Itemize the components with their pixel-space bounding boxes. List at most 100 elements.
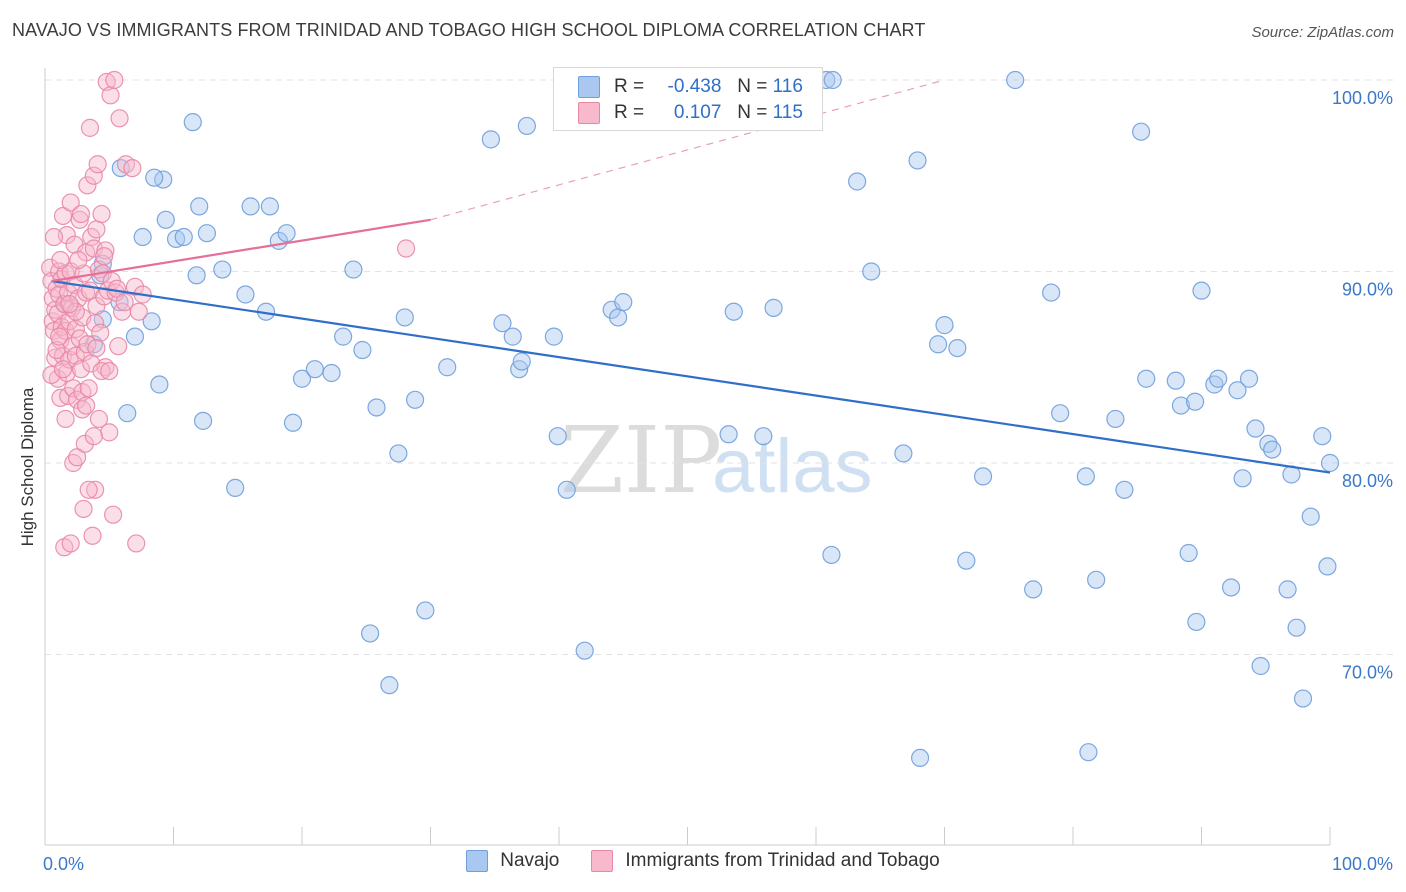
trinidad-point — [88, 155, 107, 174]
trinidad-point — [70, 210, 89, 229]
trinidad-point — [96, 241, 115, 260]
grid-lines — [45, 79, 1395, 655]
trinidad-point — [64, 379, 83, 398]
trinidad-point — [100, 361, 119, 381]
navajo-point — [241, 197, 260, 216]
trinidad-point — [53, 360, 73, 379]
trinidad-point — [105, 70, 124, 90]
trinidad-point — [50, 327, 69, 346]
navajo-point — [862, 262, 881, 281]
trinidad-point — [47, 340, 66, 360]
trinidad-point — [127, 534, 146, 553]
navajo-point — [438, 358, 457, 377]
trinidad-point — [109, 337, 128, 356]
legend-r-label: R = — [614, 76, 645, 97]
navajo-point — [481, 130, 500, 149]
navajo-point — [1287, 618, 1306, 637]
trinidad-point — [44, 227, 64, 247]
navajo-point — [1006, 70, 1025, 90]
navajo-point — [145, 168, 164, 187]
navajo-point — [1278, 580, 1297, 599]
trinidad-point — [123, 158, 142, 178]
trinidad-trend-line — [51, 218, 431, 283]
navajo-point — [935, 316, 954, 335]
navajo-point — [1137, 369, 1156, 388]
trinidad-point — [129, 302, 148, 321]
navajo-point — [213, 260, 232, 279]
navajo-point — [133, 227, 152, 247]
trinidad-point — [69, 250, 88, 270]
trinidad-point — [78, 335, 97, 354]
navajo-point — [292, 369, 312, 388]
trinidad-point — [79, 379, 98, 398]
navajo-point — [1042, 283, 1061, 302]
trinidad-point — [66, 346, 85, 365]
navajo-point — [1079, 743, 1098, 762]
navajo-point — [125, 327, 145, 346]
navajo-point — [1115, 480, 1134, 499]
legend-row-navajo: R = -0.438 N = 116 — [578, 75, 803, 99]
navajo-point — [1239, 369, 1259, 388]
navajo-point — [957, 551, 976, 570]
navajo-point — [1132, 122, 1151, 141]
legend-n-label: N = — [737, 102, 768, 123]
navajo-point — [305, 360, 324, 379]
trinidad-point — [71, 360, 91, 379]
navajo-point — [1293, 689, 1313, 708]
navajo-point — [1209, 369, 1228, 388]
navajo-point — [1301, 507, 1320, 526]
trinidad-point — [89, 409, 109, 429]
navajo-point — [724, 302, 743, 321]
navajo-point — [557, 480, 576, 499]
trinidad-point — [61, 534, 80, 553]
navajo-point — [614, 293, 633, 312]
navajo-point — [197, 224, 217, 243]
navajo-point — [1221, 578, 1241, 597]
trinidad-point — [56, 409, 75, 429]
navajo-point — [575, 641, 594, 660]
legend-swatch-navajo — [466, 850, 489, 872]
navajo-point — [764, 298, 783, 317]
navajo-point — [334, 327, 353, 346]
navajo-point — [190, 197, 209, 216]
trinidad-point — [87, 220, 106, 239]
y-tick-label: 80.0% — [1342, 471, 1393, 491]
legend-n-label: N = — [737, 76, 768, 97]
navajo-point — [512, 352, 531, 371]
legend-r-value: 0.107 — [673, 102, 722, 123]
navajo-point — [823, 70, 842, 90]
trinidad-point — [78, 176, 97, 195]
trinidad-point — [83, 526, 102, 545]
trinidad-point — [42, 365, 61, 385]
trend-lines — [51, 79, 1331, 474]
watermark-atlas: atlas — [712, 424, 873, 509]
navajo-point — [848, 172, 867, 191]
navajo-point — [395, 308, 414, 327]
trinidad-point — [115, 293, 134, 312]
navajo-point — [1179, 543, 1198, 563]
navajo-point — [1087, 570, 1106, 589]
y-tick-label: 90.0% — [1342, 280, 1393, 300]
trinidad-point — [87, 296, 106, 316]
tick-labels: 100.0% 90.0% 80.0% 70.0% 0.0% 100.0% — [43, 88, 1393, 874]
navajo-point — [1320, 453, 1340, 473]
legend-n-value: 116 — [772, 76, 803, 97]
legend-swatch-trinidad — [578, 102, 600, 124]
navajo-point — [367, 398, 386, 417]
trinidad-point — [84, 427, 103, 446]
navajo-point — [1076, 467, 1095, 486]
navajo-point — [503, 327, 522, 346]
trinidad-point — [84, 166, 103, 185]
trinidad-point — [68, 448, 87, 467]
navajo-point — [1246, 419, 1265, 438]
trinidad-point — [92, 361, 111, 381]
x-tick-label-right: 100.0% — [1332, 854, 1393, 874]
navajo-point — [1171, 396, 1191, 415]
navajo-point — [544, 327, 563, 346]
legend-item-trinidad[interactable]: Immigrants from Trinidad and Tobago — [591, 850, 940, 872]
legend-item-navajo[interactable]: Navajo — [466, 850, 559, 872]
trinidad-point — [95, 247, 114, 266]
navajo-point — [1263, 440, 1282, 459]
navajo-point — [1233, 469, 1252, 488]
source-label: Source: ZipAtlas.com — [1251, 24, 1394, 41]
